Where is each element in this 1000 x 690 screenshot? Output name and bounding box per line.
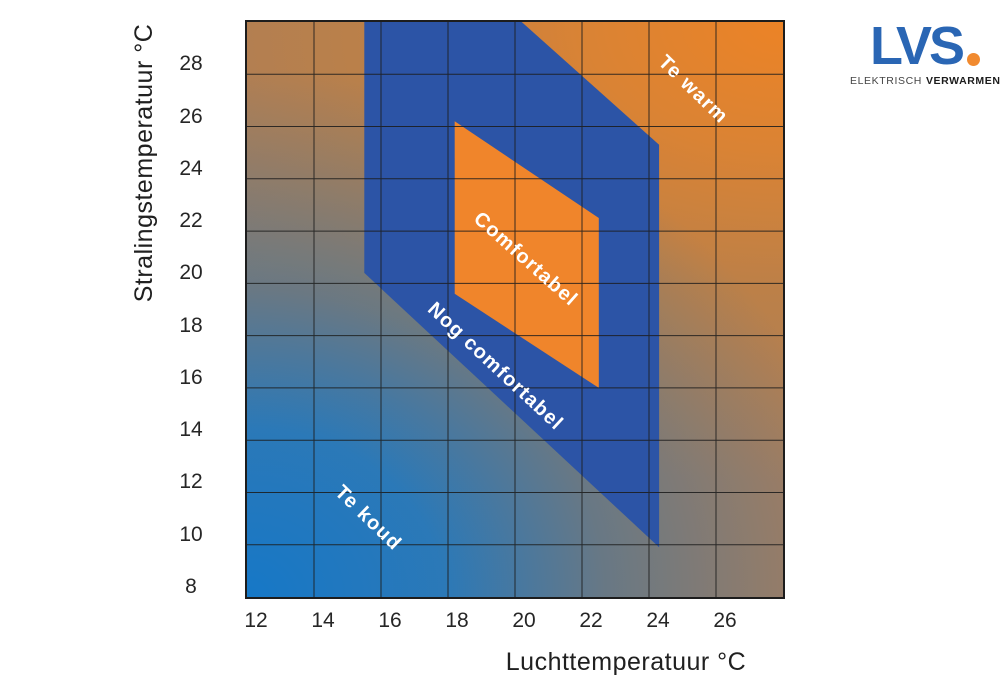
y-tick-label: 14 — [179, 418, 203, 442]
logo-wordmark-row: LVS — [850, 14, 1000, 76]
logo-wordmark: LVS — [869, 15, 965, 76]
x-tick-label: 22 — [579, 609, 603, 632]
x-tick-label: 26 — [713, 609, 737, 632]
x-tick-label: 12 — [244, 609, 268, 632]
x-tick-label: 18 — [445, 609, 469, 632]
x-axis-title: Luchttemperatuur °C — [505, 648, 747, 676]
grid-lines — [246, 21, 783, 597]
y-axis-title: Stralingstemperatuur °C — [130, 23, 158, 303]
logo-tagline: ELEKTRISCH VERWARMEN — [850, 75, 1000, 87]
y-tick-label: 18 — [179, 313, 203, 337]
y-tick-label: 8 — [185, 575, 197, 598]
y-tick-label: 26 — [179, 104, 203, 128]
x-tick-label: 20 — [512, 609, 536, 632]
y-tick-label: 24 — [179, 156, 203, 180]
plot-area: Te koud Te warm Nog comfortabel Comfortabel — [244, 19, 785, 599]
y-tick-label: 28 — [179, 52, 203, 76]
x-tick-label: 16 — [378, 609, 402, 632]
logo-orange-dot-icon — [967, 53, 980, 66]
comfortabel-region — [454, 120, 599, 388]
logo-tagline-bold: VERWARMEN — [925, 75, 1000, 87]
x-tick-label: 24 — [646, 609, 670, 632]
y-tick-label: 20 — [179, 261, 203, 285]
x-tick-label: 14 — [311, 609, 335, 632]
logo-tagline-light: ELEKTRISCH — [850, 75, 922, 87]
y-tick-label: 12 — [179, 470, 203, 494]
lvs-logo: LVS ELEKTRISCH VERWARMEN — [850, 14, 1000, 87]
y-tick-label: 16 — [179, 365, 203, 389]
te-warm-label: Te warm — [653, 50, 732, 127]
y-tick-label: 10 — [179, 522, 203, 546]
y-tick-label: 22 — [179, 209, 203, 233]
